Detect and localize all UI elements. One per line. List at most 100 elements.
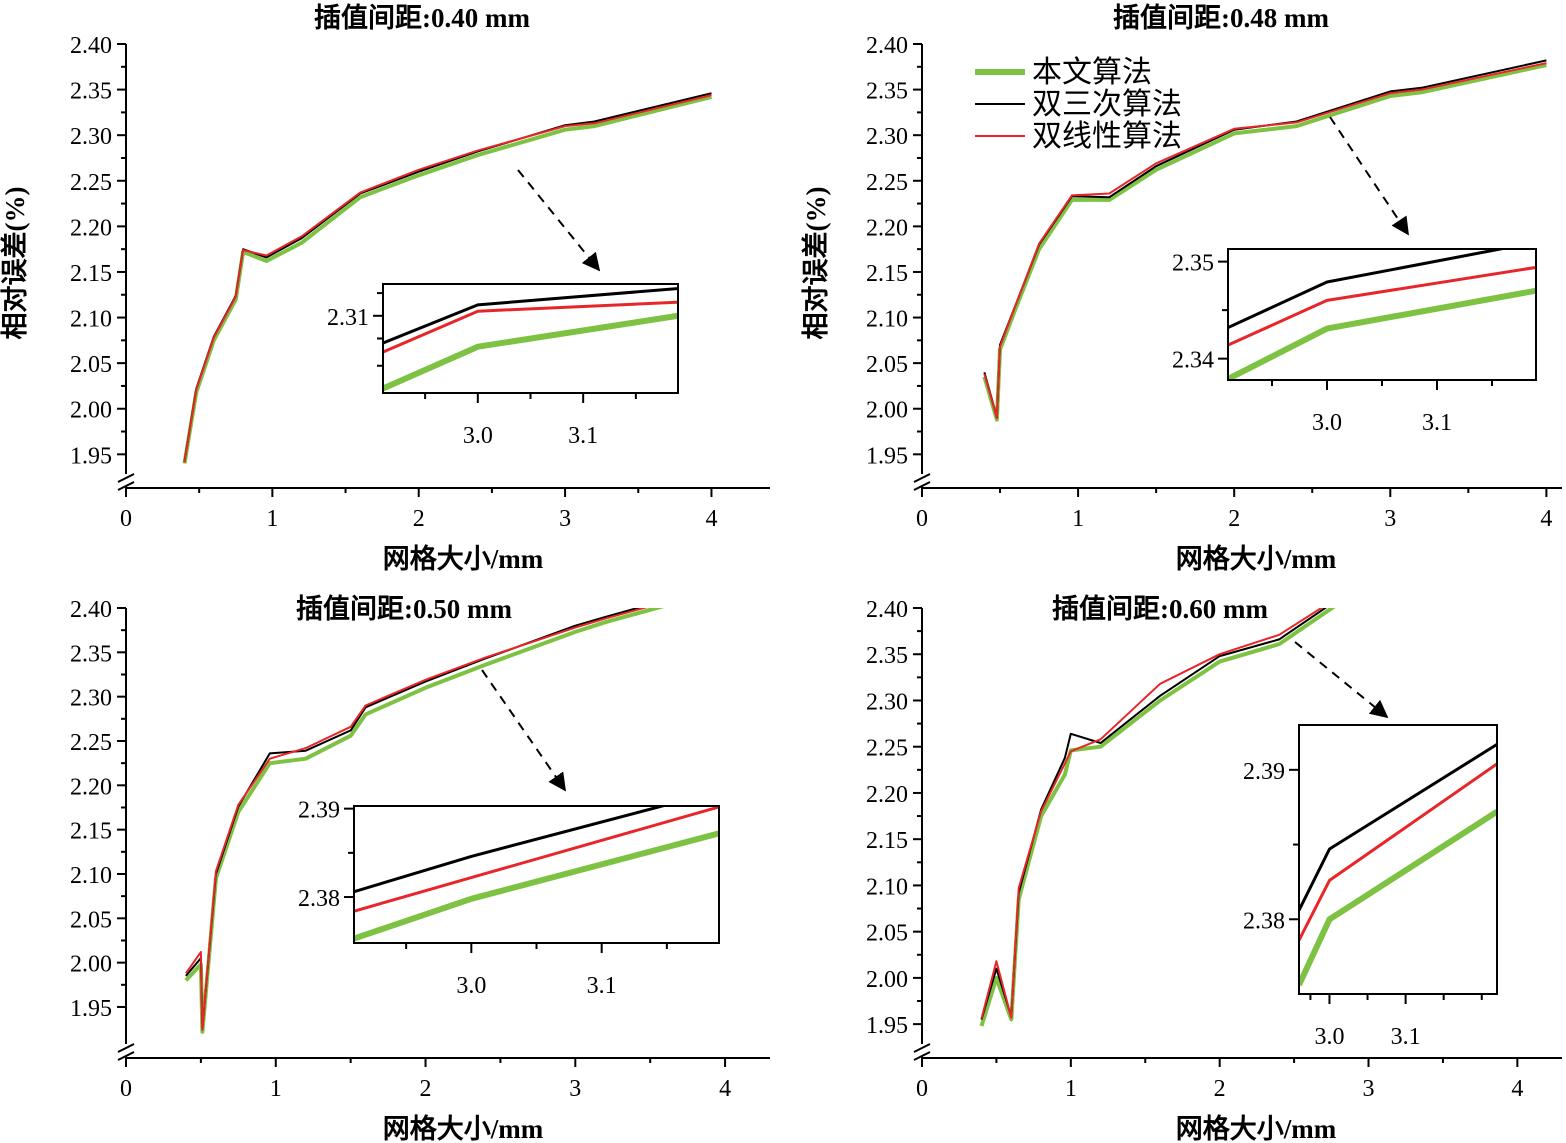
x-tick-label: 1 — [266, 506, 278, 532]
inset-series-line-本文算法 — [1229, 287, 1535, 379]
y-tick-label: 2.15 — [866, 828, 908, 854]
zoom-arrow — [517, 169, 601, 272]
inset-x-tick-label: 3.0 — [463, 423, 493, 449]
zoom-inset: 3.0 3.1 2.38 2.39 — [298, 798, 720, 999]
y-tick-label: 2.25 — [70, 170, 112, 196]
x-tick-label: 0 — [120, 506, 132, 532]
x-tick-label: 2 — [420, 1076, 432, 1102]
x-tick-label: 3 — [569, 1076, 581, 1102]
chart-panel-4: 插值间距:0.60 mm 网格大小/mm 0 1 2 3 4 1.95 2.00 2.05 2.… — [866, 594, 1562, 1143]
inset-series-line-双三次算法 — [355, 807, 665, 893]
chart-title: 插值间距:0.48 mm — [1113, 3, 1329, 33]
inset-series-group — [355, 807, 718, 942]
y-tick-label: 2.25 — [70, 730, 112, 756]
inset-frame — [1227, 248, 1537, 381]
zoom-inset: 3.0 3.1 2.31 — [327, 283, 679, 449]
x-tick-label: 0 — [916, 506, 928, 532]
x-tick-label: 1 — [270, 1076, 282, 1102]
inset-series-line-双线性算法 — [355, 807, 718, 913]
y-tick-label: 2.30 — [70, 124, 112, 150]
series-line-双线性算法 — [980, 608, 1324, 1019]
y-tick-label: 2.05 — [70, 352, 112, 378]
y-tick-label: 2.40 — [70, 33, 112, 59]
series-group — [982, 59, 1547, 422]
inset-series-line-双线性算法 — [1300, 762, 1496, 941]
inset-y-tick-label: 2.35 — [1172, 251, 1214, 277]
x-tick-label: 2 — [1228, 506, 1240, 532]
y-tick-label: 2.00 — [866, 967, 908, 993]
y-tick-label: 2.05 — [70, 907, 112, 933]
inset-series-group — [1229, 250, 1535, 379]
legend-label: 双三次算法 — [1032, 88, 1182, 121]
x-tick-label: 0 — [120, 1076, 132, 1102]
x-tick-label: 1 — [1072, 506, 1084, 532]
y-tick-label: 2.05 — [866, 352, 908, 378]
y-tick-label: 2.25 — [866, 736, 908, 762]
x-axis-title: 网格大小/mm — [383, 544, 544, 574]
y-tick-label: 2.10 — [70, 863, 112, 889]
y-tick-label: 1.95 — [866, 443, 908, 469]
inset-series-line-本文算法 — [384, 312, 677, 392]
y-tick-label: 1.95 — [70, 996, 112, 1022]
y-tick-label: 2.15 — [70, 819, 112, 845]
series-line-双线性算法 — [183, 94, 712, 463]
y-tick-label: 2.30 — [866, 689, 908, 715]
y-tick-label: 2.40 — [866, 597, 908, 623]
y-tick-label: 2.35 — [866, 643, 908, 669]
inset-y-tick-label: 2.39 — [298, 798, 340, 824]
y-tick-label: 2.00 — [70, 398, 112, 424]
legend-label: 双线性算法 — [1032, 120, 1182, 153]
series-line-本文算法 — [182, 94, 712, 464]
axis-break-mark — [913, 1051, 931, 1061]
y-tick-label: 2.35 — [70, 641, 112, 667]
axes: 0 1 2 3 4 1.95 2.00 2.05 2.10 2.15 2.20 2.25 2.30 2.3… — [70, 33, 770, 532]
zoom-arrow — [481, 669, 567, 792]
y-tick-label: 2.40 — [70, 597, 112, 623]
x-tick-label: 1 — [1065, 1076, 1077, 1102]
y-tick-label: 2.10 — [866, 874, 908, 900]
y-tick-label: 2.20 — [866, 215, 908, 241]
inset-y-tick-label: 2.38 — [1243, 908, 1285, 934]
legend: 本文算法 双三次算法 双线性算法 — [975, 56, 1182, 153]
x-tick-label: 3 — [559, 506, 571, 532]
zoom-inset: 3.0 3.1 2.34 2.35 — [1172, 248, 1537, 436]
y-tick-label: 2.20 — [866, 782, 908, 808]
series-line-本文算法 — [979, 608, 1336, 1027]
series-group — [182, 92, 712, 464]
zoom-arrow — [1329, 116, 1409, 236]
inset-series-group — [384, 287, 677, 392]
inset-x-tick-label: 3.1 — [1391, 1024, 1421, 1050]
x-tick-label: 2 — [413, 506, 425, 532]
axis-break-mark — [913, 481, 931, 491]
y-tick-label: 1.95 — [866, 1013, 908, 1039]
axes: 0 1 2 3 4 1.95 2.00 2.05 2.10 2.15 2.20 2.25 2.30 2.3… — [866, 597, 1562, 1102]
x-tick-label: 4 — [1511, 1076, 1523, 1102]
series-line-双线性算法 — [185, 608, 648, 1031]
axes: 0 1 2 3 4 1.95 2.00 2.05 2.10 2.15 2.20 2.25 2.30 2.3… — [70, 597, 770, 1102]
series-line-双三次算法 — [980, 608, 1327, 1020]
inset-series-line-双三次算法 — [384, 287, 677, 345]
legend-label: 本文算法 — [1032, 56, 1152, 89]
x-axis-title: 网格大小/mm — [383, 1114, 544, 1143]
y-tick-label: 2.15 — [70, 261, 112, 287]
y-tick-label: 2.30 — [866, 124, 908, 150]
axis-break-mark — [117, 1043, 135, 1053]
x-tick-label: 3 — [1384, 506, 1396, 532]
y-tick-label: 2.00 — [866, 398, 908, 424]
axis-break-mark — [117, 473, 135, 483]
y-axis-title: 相对误差(%) — [0, 187, 30, 340]
x-axis-title: 网格大小/mm — [1176, 544, 1337, 574]
chart-title: 插值间距:0.50 mm — [296, 594, 512, 624]
inset-y-tick-label: 2.31 — [327, 305, 369, 331]
chart-panel-3: 插值间距:0.50 mm 网格大小/mm 0 1 2 3 4 1.95 2.00 2.05 2.… — [70, 594, 770, 1143]
inset-series-line-本文算法 — [355, 830, 718, 942]
y-tick-label: 2.40 — [866, 33, 908, 59]
x-tick-label: 4 — [719, 1076, 731, 1102]
series-line-双三次算法 — [183, 92, 712, 462]
x-tick-label: 2 — [1214, 1076, 1226, 1102]
inset-x-tick-label: 3.0 — [456, 973, 486, 999]
y-tick-label: 2.05 — [866, 921, 908, 947]
axis-break-mark — [913, 1043, 931, 1053]
inset-x-tick-label: 3.1 — [1422, 410, 1452, 436]
x-tick-label: 4 — [1540, 506, 1552, 532]
